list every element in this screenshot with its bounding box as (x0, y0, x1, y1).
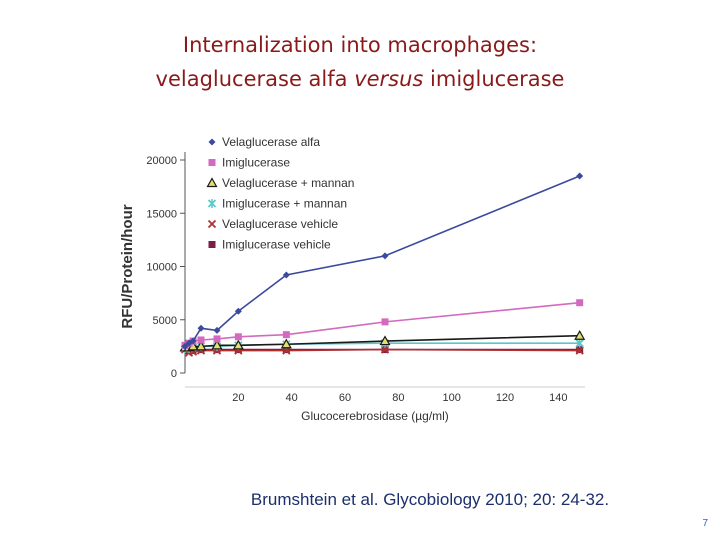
legend-item: Imiglucerase (208, 156, 290, 170)
x-tick-label: 100 (442, 392, 460, 404)
x-axis-label: Glucocerebrosidase (µg/ml) (301, 409, 449, 423)
data-point (282, 331, 290, 339)
slide-title-part-1: velaglucerase alfa (155, 67, 355, 91)
y-tick-label: 0 (171, 368, 177, 380)
data-point (280, 338, 292, 349)
legend-item: Velaglucerase vehicle (207, 217, 338, 231)
x-tick-label: 140 (549, 392, 567, 404)
legend-label: Velaglucerase + mannan (222, 176, 354, 190)
legend-marker (207, 219, 217, 229)
data-point (576, 299, 584, 307)
data-point (381, 318, 389, 326)
data-point (213, 326, 221, 334)
chart-series (179, 172, 586, 357)
data-point (576, 172, 584, 180)
legend-label: Velaglucerase vehicle (222, 217, 338, 231)
data-point (195, 340, 207, 351)
data-point (282, 271, 290, 279)
legend-marker (206, 177, 218, 188)
data-point (213, 335, 221, 343)
data-point (232, 339, 244, 350)
legend-label: Velaglucerase alfa (222, 135, 320, 149)
x-tick-label: 80 (392, 392, 404, 404)
internalization-line-chart: 0 5000 10000 15000 20000 20 40 60 80 100 120 140 Glu… (119, 135, 586, 423)
slide-title-line-2: velaglucerase alfa versus imiglucerase (0, 62, 720, 96)
citation: Brumshtein et al. Glycobiology 2010; 20:… (250, 490, 610, 509)
chart-axes: 0 5000 10000 15000 20000 20 40 60 80 100 120 140 Glu… (119, 152, 585, 423)
y-tick-label: 5000 (153, 315, 177, 327)
legend-marker (208, 138, 216, 146)
data-point (181, 342, 189, 350)
x-tick-label: 40 (286, 392, 298, 404)
legend-marker (208, 241, 216, 248)
data-point (189, 337, 197, 345)
page-number: 7 (702, 518, 708, 529)
x-tick-label: 120 (496, 392, 514, 404)
y-tick-label: 15000 (146, 208, 177, 220)
data-point (575, 346, 584, 355)
legend-label: Imiglucerase (222, 156, 290, 170)
slide-title: Internalization into macrophages: velagl… (0, 28, 720, 96)
data-point (197, 336, 205, 344)
slide-title-italic: versus (354, 67, 424, 91)
series-velaglucerase-alfa (181, 172, 584, 350)
data-point (379, 335, 391, 346)
legend-item: Imiglucerase + mannan (207, 197, 347, 211)
legend-label: Imiglucerase vehicle (222, 238, 331, 252)
y-axis-label: RFU/Protein/hour (119, 204, 136, 328)
data-point (380, 345, 390, 354)
data-point (211, 339, 223, 350)
legend-item: Velaglucerase + mannan (206, 176, 354, 190)
y-tick-label: 20000 (146, 155, 177, 167)
x-tick-label: 60 (339, 392, 351, 404)
data-point (575, 338, 584, 348)
data-point (381, 252, 389, 260)
data-point (234, 333, 242, 341)
y-tick-label: 10000 (146, 262, 177, 274)
x-tick-label: 20 (232, 392, 244, 404)
legend-label: Imiglucerase + mannan (222, 197, 347, 211)
legend-item: Velaglucerase alfa (208, 135, 320, 149)
legend-marker (207, 199, 217, 208)
slide-title-part-2: imiglucerase (423, 67, 565, 91)
data-point (574, 330, 586, 340)
data-point (197, 324, 205, 332)
slide-title-line-1: Internalization into macrophages: (182, 33, 538, 57)
chart-legend: Velaglucerase alfa Imiglucerase Velaglucer… (206, 135, 354, 252)
data-point (234, 307, 242, 315)
legend-item: Imiglucerase vehicle (208, 238, 331, 252)
legend-marker (208, 159, 216, 166)
